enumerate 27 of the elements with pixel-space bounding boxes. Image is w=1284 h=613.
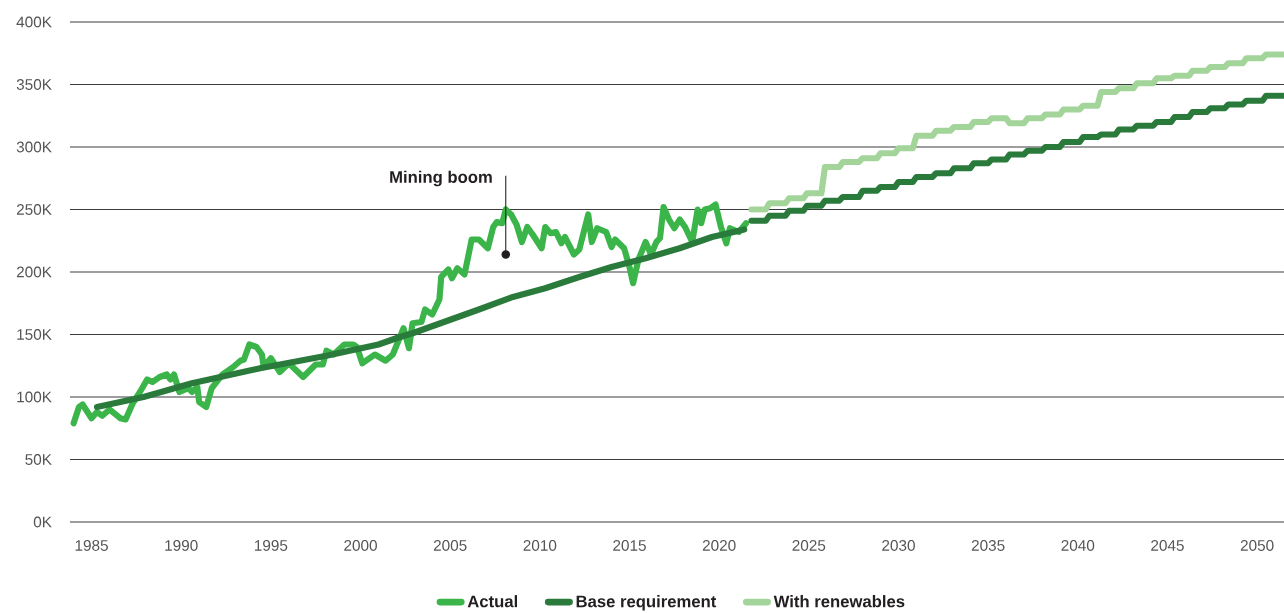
x-tick-label: 2050 — [1240, 540, 1274, 551]
legend-label: Base requirement — [576, 595, 717, 611]
x-tick-label: 2030 — [882, 540, 915, 551]
x-tick-label: 2045 — [1151, 540, 1184, 551]
y-tick-label: 350K — [16, 79, 52, 90]
annotation: Mining boom — [390, 170, 492, 187]
legend-label: Actual — [467, 595, 518, 608]
x-tick-label: 2005 — [433, 540, 467, 551]
y-tick-label: 50K — [25, 454, 52, 465]
y-tick-label: 100K — [17, 391, 52, 403]
y-tick-label: 400K — [16, 16, 52, 28]
x-tick-label: 2020 — [702, 540, 736, 551]
x-tick-label: 1995 — [254, 540, 288, 551]
y-tick-label: 300K — [16, 141, 52, 153]
x-tick-label: 2040 — [1061, 540, 1095, 551]
x-tick-label: 2000 — [344, 540, 377, 551]
x-tick-label: 2025 — [792, 540, 826, 551]
y-tick-label: 150K — [17, 329, 52, 340]
x-tick-label: 2015 — [613, 540, 646, 551]
y-tick-label: 250K — [16, 204, 52, 215]
x-tick-label: 1985 — [75, 540, 108, 551]
y-tick-label: 0K — [33, 516, 52, 528]
x-tick-label: 1990 — [165, 540, 198, 551]
legend-label: With renewables — [773, 595, 905, 608]
y-tick-label: 200K — [16, 266, 52, 278]
x-tick-label: 2010 — [523, 540, 557, 551]
x-tick-label: 2035 — [971, 540, 1005, 551]
